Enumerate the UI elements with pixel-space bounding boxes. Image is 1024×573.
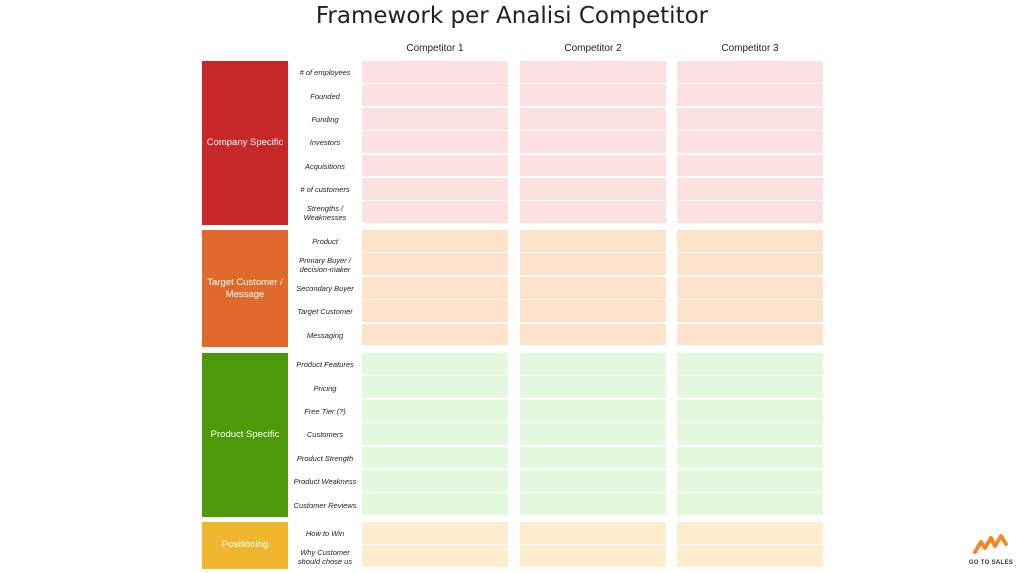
cell-funding-competitor-2[interactable] (520, 107, 666, 130)
cell-why-customer-should-chose-us-competitor-3[interactable] (677, 545, 823, 568)
row-label-product-strength: Product Strength (296, 453, 354, 463)
row-label-founded: Founded (310, 91, 340, 101)
section-label-positioning: Positioning (202, 522, 288, 569)
cell-pricing-competitor-3[interactable] (677, 376, 823, 399)
cell-messaging-competitor-1[interactable] (362, 323, 508, 346)
row-label-free-tier: Free Tier (?) (304, 406, 346, 416)
cell-messaging-competitor-2[interactable] (520, 323, 666, 346)
cell-strengths-weaknesses-competitor-1[interactable] (362, 201, 508, 224)
cell-product-competitor-3[interactable] (677, 230, 823, 252)
cell-customer-reviews-competitor-2[interactable] (520, 493, 666, 516)
row-label-investors: Investors (309, 138, 341, 148)
cell-how-to-win-competitor-3[interactable] (677, 522, 823, 544)
section-label-target-customer-message: Target Customer / Message (202, 230, 288, 347)
cell-product-strength-competitor-3[interactable] (677, 446, 823, 469)
cell-acquisitions-competitor-1[interactable] (362, 154, 508, 177)
cell-secondary-buyer-competitor-2[interactable] (520, 276, 666, 299)
cell-customers-competitor-2[interactable] (520, 423, 666, 446)
row-label-secondary-buyer: Secondary Buyer (296, 283, 354, 293)
cell-how-to-win-competitor-2[interactable] (520, 522, 666, 544)
cell-investors-competitor-2[interactable] (520, 131, 666, 154)
cell-of-customers-competitor-3[interactable] (677, 178, 823, 200)
cell-investors-competitor-3[interactable] (677, 131, 823, 154)
cell-how-to-win-competitor-1[interactable] (362, 522, 508, 544)
cell-messaging-competitor-3[interactable] (677, 323, 823, 346)
cell-pricing-competitor-2[interactable] (520, 376, 666, 399)
cell-of-employees-competitor-1[interactable] (362, 61, 508, 83)
section-label-product-specific: Product Specific (202, 353, 288, 517)
cell-customer-reviews-competitor-1[interactable] (362, 493, 508, 516)
cell-primary-buyer-decision-maker-competitor-2[interactable] (520, 253, 666, 276)
cell-why-customer-should-chose-us-competitor-2[interactable] (520, 545, 666, 568)
row-label-product-weakness: Product Weakness (293, 477, 357, 487)
cell-primary-buyer-decision-maker-competitor-1[interactable] (362, 253, 508, 276)
row-label-customer-reviews: Customer Reviews (293, 500, 357, 510)
row-label-product: Product (312, 237, 338, 247)
section-label-company-specific: Company Specific (202, 61, 288, 225)
cell-free-tier-competitor-3[interactable] (677, 399, 823, 422)
column-header-competitor-2: Competitor 2 (564, 43, 622, 54)
row-label-funding: Funding (311, 114, 339, 124)
cell-product-features-competitor-2[interactable] (520, 353, 666, 375)
cell-product-features-competitor-1[interactable] (362, 353, 508, 375)
cell-acquisitions-competitor-2[interactable] (520, 154, 666, 177)
cell-target-customer-competitor-1[interactable] (362, 300, 508, 323)
logo: GO TO SALES (966, 534, 1016, 566)
row-label-messaging: Messaging (306, 330, 344, 340)
cell-investors-competitor-1[interactable] (362, 131, 508, 154)
cell-secondary-buyer-competitor-3[interactable] (677, 276, 823, 299)
cell-acquisitions-competitor-3[interactable] (677, 154, 823, 177)
row-label-target-customer: Target Customer (297, 307, 353, 317)
cell-secondary-buyer-competitor-1[interactable] (362, 276, 508, 299)
cell-product-weakness-competitor-2[interactable] (520, 470, 666, 492)
row-label-strengths-weaknesses: Strengths / Weaknesses (303, 204, 347, 223)
row-label-why-customer-should-chose-us: Why Customer should chose us (297, 548, 353, 567)
row-label-how-to-win: How to Win (305, 529, 345, 539)
column-header-competitor-1: Competitor 1 (406, 43, 464, 54)
cell-customers-competitor-1[interactable] (362, 423, 508, 446)
column-header-competitor-3: Competitor 3 (721, 43, 779, 54)
cell-strengths-weaknesses-competitor-3[interactable] (677, 201, 823, 224)
cell-of-employees-competitor-2[interactable] (520, 61, 666, 83)
cell-product-competitor-1[interactable] (362, 230, 508, 252)
cell-product-features-competitor-3[interactable] (677, 353, 823, 375)
row-label-customers: Customers (306, 430, 344, 440)
row-label-acquisitions: Acquisitions (304, 161, 346, 171)
cell-founded-competitor-1[interactable] (362, 84, 508, 107)
cell-funding-competitor-1[interactable] (362, 107, 508, 130)
row-label-of-customers: # of customers (300, 185, 350, 195)
cell-of-employees-competitor-3[interactable] (677, 61, 823, 83)
row-label-pricing: Pricing (313, 383, 337, 393)
cell-free-tier-competitor-1[interactable] (362, 399, 508, 422)
cell-of-customers-competitor-1[interactable] (362, 178, 508, 200)
cell-strengths-weaknesses-competitor-2[interactable] (520, 201, 666, 224)
row-label-product-features: Product Features (296, 360, 354, 370)
page-title: Framework per Analisi Competitor (315, 3, 709, 29)
cell-product-weakness-competitor-1[interactable] (362, 470, 508, 492)
cell-target-customer-competitor-2[interactable] (520, 300, 666, 323)
cell-of-customers-competitor-2[interactable] (520, 178, 666, 200)
go-to-sales-logo-icon (973, 534, 1008, 554)
cell-founded-competitor-3[interactable] (677, 84, 823, 107)
cell-product-strength-competitor-1[interactable] (362, 446, 508, 469)
row-label-of-employees: # of employees (299, 68, 351, 78)
cell-primary-buyer-decision-maker-competitor-3[interactable] (677, 253, 823, 276)
row-label-primary-buyer-decision-maker: Primary Buyer / decision-maker (299, 256, 351, 275)
cell-target-customer-competitor-3[interactable] (677, 300, 823, 323)
cell-why-customer-should-chose-us-competitor-1[interactable] (362, 545, 508, 568)
cell-pricing-competitor-1[interactable] (362, 376, 508, 399)
logo-text: GO TO SALES (968, 560, 1014, 566)
cell-product-competitor-2[interactable] (520, 230, 666, 252)
cell-product-weakness-competitor-3[interactable] (677, 470, 823, 492)
cell-funding-competitor-3[interactable] (677, 107, 823, 130)
cell-free-tier-competitor-2[interactable] (520, 399, 666, 422)
cell-customers-competitor-3[interactable] (677, 423, 823, 446)
cell-product-strength-competitor-2[interactable] (520, 446, 666, 469)
cell-founded-competitor-2[interactable] (520, 84, 666, 107)
cell-customer-reviews-competitor-3[interactable] (677, 493, 823, 516)
